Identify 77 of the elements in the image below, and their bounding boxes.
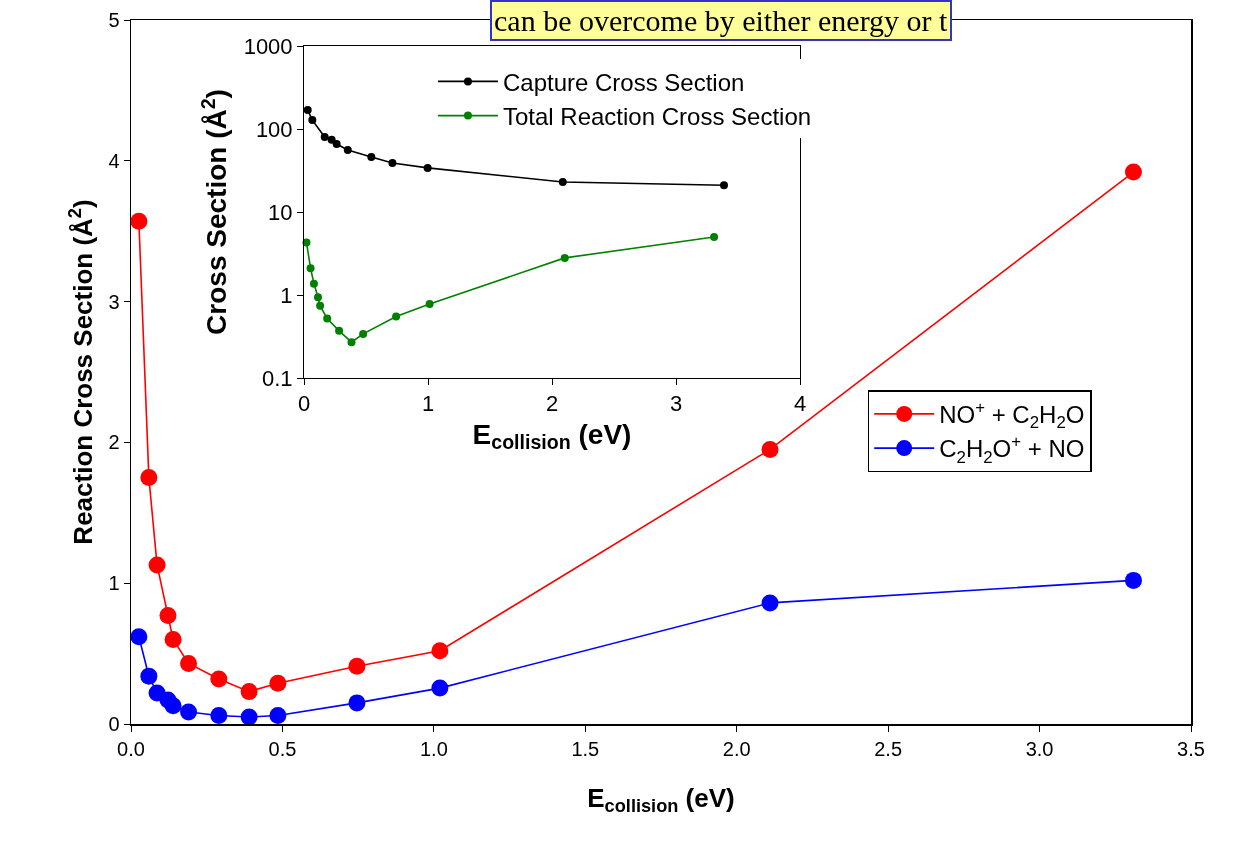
point: [761, 440, 779, 458]
x-tick-label: 4: [793, 391, 807, 417]
point: [159, 607, 177, 625]
point: [316, 301, 325, 310]
legend-label: NO$^{+}$ + C$_{2}$H$_{2}$O: [939, 398, 1085, 433]
point: [359, 329, 368, 338]
x-tick-label: 2: [545, 391, 559, 417]
point: [710, 232, 719, 241]
x-axis-title: E$_{collision}$ (eV): [472, 418, 632, 454]
x-tick-label: 0.0: [117, 737, 145, 760]
point: [1124, 571, 1142, 589]
point: [348, 694, 366, 712]
y-tick-label: 4: [108, 149, 120, 172]
point: [558, 177, 567, 186]
point: [210, 707, 228, 725]
point: [140, 667, 158, 685]
x-tick-label: 1.0: [419, 737, 448, 760]
point: [180, 654, 198, 672]
point: [269, 674, 287, 692]
y-tick-label: 100: [255, 116, 293, 142]
x-tick-label: 2.5: [874, 737, 903, 760]
x-tick-label: 0: [297, 391, 311, 417]
point: [719, 181, 728, 190]
point: [560, 253, 569, 262]
y-tick-label: 2: [108, 431, 120, 454]
point: [761, 594, 779, 612]
annotation: can be overcome by either energy or t: [494, 4, 949, 37]
point: [323, 314, 332, 323]
point: [180, 703, 198, 721]
y-tick-label: 0: [108, 713, 120, 735]
point: [392, 312, 401, 321]
point: [347, 338, 356, 347]
legend-label: Total Reaction Cross Section: [502, 102, 812, 130]
y-tick-label: 1: [108, 572, 120, 595]
legend-label: Capture Cross Section: [502, 68, 745, 96]
point: [164, 631, 182, 649]
point: [130, 212, 148, 230]
y-tick-label: 1000: [243, 33, 293, 59]
point: [140, 469, 158, 487]
point: [130, 628, 148, 646]
point: [309, 279, 318, 288]
y-tick-label: 3: [108, 290, 120, 313]
point: [240, 683, 258, 701]
point: [431, 679, 449, 697]
x-tick-label: 2.0: [722, 737, 751, 760]
point: [306, 264, 315, 273]
y-tick-label: 0.1: [262, 365, 293, 391]
point: [425, 299, 434, 308]
point: [388, 158, 397, 167]
point: [148, 556, 166, 574]
point: [240, 708, 258, 726]
x-tick-label: 3.5: [1177, 737, 1205, 760]
point: [320, 133, 329, 142]
y-tick-label: 1: [280, 282, 293, 308]
point: [308, 116, 317, 125]
x-tick-label: 1: [421, 391, 435, 417]
point: [431, 642, 449, 660]
point: [314, 293, 323, 302]
point: [348, 657, 366, 675]
point: [269, 707, 287, 725]
y-tick-label: 5: [108, 9, 120, 31]
x-tick-label: 1.5: [571, 737, 600, 760]
x-tick-label: 0.5: [268, 737, 297, 760]
y-tick-label: 10: [268, 199, 293, 225]
point: [367, 152, 376, 161]
point: [335, 326, 344, 335]
point: [303, 106, 312, 115]
point: [1124, 163, 1142, 181]
x-tick-label: 3: [669, 391, 683, 417]
point: [343, 145, 352, 154]
point: [164, 697, 182, 715]
x-tick-label: 3.0: [1025, 737, 1054, 760]
point: [423, 163, 432, 172]
legend-label: C$_{2}$H$_{2}$O$^{+}$ + NO: [939, 432, 1085, 467]
point: [332, 139, 341, 148]
point: [210, 670, 228, 688]
x-axis-title: E$_{collision}$ (eV): [587, 782, 735, 817]
